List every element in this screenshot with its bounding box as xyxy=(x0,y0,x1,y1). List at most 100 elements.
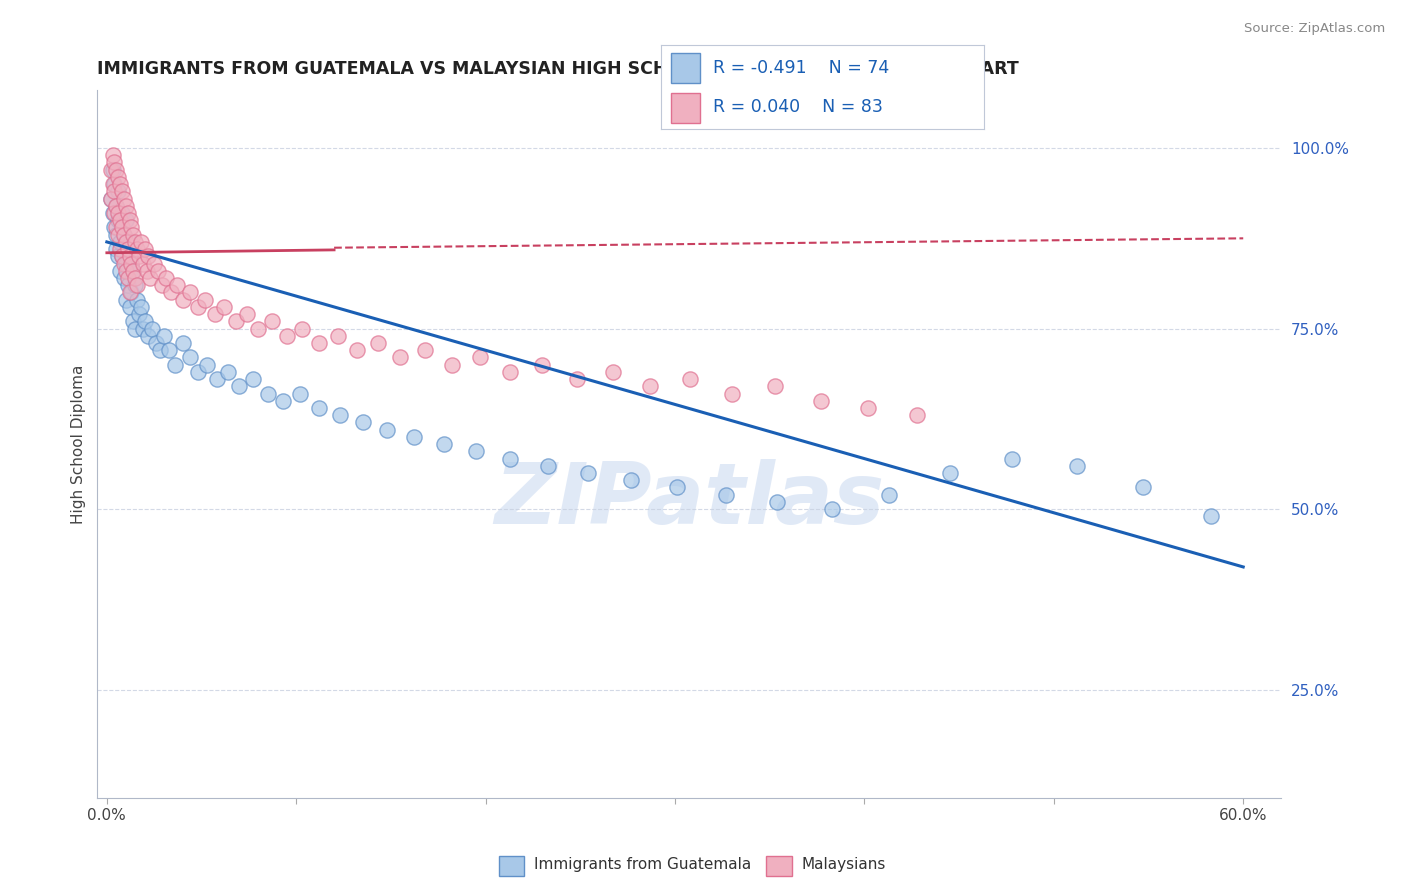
Point xyxy=(120,257,142,271)
Point xyxy=(143,257,166,271)
Point xyxy=(236,307,259,321)
Point xyxy=(1199,509,1222,524)
Point xyxy=(108,177,131,191)
Point xyxy=(117,242,139,256)
Point xyxy=(150,278,173,293)
Point xyxy=(938,466,960,480)
Point xyxy=(103,155,125,169)
Point xyxy=(346,343,368,358)
Point xyxy=(122,264,145,278)
Point xyxy=(433,437,456,451)
Point xyxy=(134,242,156,256)
Point xyxy=(105,242,128,256)
Point xyxy=(101,162,124,177)
Point xyxy=(179,285,201,300)
Y-axis label: High School Diploma: High School Diploma xyxy=(72,365,86,524)
Point xyxy=(114,199,136,213)
Point xyxy=(329,409,352,423)
Point xyxy=(157,343,180,358)
Point xyxy=(714,488,737,502)
Point xyxy=(375,423,398,437)
Point xyxy=(105,162,128,177)
Point xyxy=(413,343,436,358)
Point xyxy=(565,372,588,386)
Point xyxy=(1132,481,1154,495)
Point xyxy=(146,264,169,278)
Point xyxy=(138,249,160,263)
Point xyxy=(212,300,235,314)
Point xyxy=(179,351,201,365)
Point xyxy=(103,177,125,191)
Point xyxy=(112,271,135,285)
Point xyxy=(288,386,311,401)
Point xyxy=(118,300,141,314)
Point xyxy=(100,192,122,206)
Point xyxy=(127,242,149,256)
Point xyxy=(101,177,124,191)
Text: IMMIGRANTS FROM GUATEMALA VS MALAYSIAN HIGH SCHOOL DIPLOMA CORRELATION CHART: IMMIGRANTS FROM GUATEMALA VS MALAYSIAN H… xyxy=(97,60,1019,78)
Point xyxy=(308,336,330,351)
Point xyxy=(117,242,139,256)
Point xyxy=(107,206,129,220)
Point xyxy=(276,328,298,343)
Point xyxy=(205,372,228,386)
Text: Malaysians: Malaysians xyxy=(801,857,886,872)
Point xyxy=(111,185,134,199)
Point xyxy=(114,235,136,249)
Point xyxy=(107,185,129,199)
Point xyxy=(531,358,554,372)
Point xyxy=(124,321,146,335)
Point xyxy=(112,227,135,242)
Point xyxy=(120,257,142,271)
Point xyxy=(260,314,283,328)
Point xyxy=(877,488,900,502)
Point xyxy=(105,220,128,235)
Point xyxy=(112,227,135,242)
FancyBboxPatch shape xyxy=(671,93,700,122)
Point xyxy=(117,271,139,285)
Point xyxy=(602,365,624,379)
Point xyxy=(499,451,522,466)
Text: R = -0.491    N = 74: R = -0.491 N = 74 xyxy=(713,59,889,77)
Point xyxy=(103,220,125,235)
Point xyxy=(117,278,139,293)
Point xyxy=(766,495,789,509)
Point xyxy=(120,220,142,235)
Point xyxy=(127,278,149,293)
Point xyxy=(149,343,172,358)
Point xyxy=(187,365,209,379)
Point xyxy=(576,466,599,480)
Point xyxy=(118,235,141,249)
Point xyxy=(256,386,278,401)
Point xyxy=(389,351,412,365)
Point xyxy=(132,257,155,271)
Point xyxy=(111,249,134,263)
Point xyxy=(160,285,183,300)
Text: R = 0.040    N = 83: R = 0.040 N = 83 xyxy=(713,98,883,116)
Point xyxy=(810,393,832,408)
Point xyxy=(124,278,146,293)
Point xyxy=(105,227,128,242)
Point xyxy=(114,257,136,271)
Point xyxy=(108,235,131,249)
Point xyxy=(228,379,250,393)
Point xyxy=(537,458,560,473)
Point xyxy=(112,257,135,271)
Point xyxy=(122,264,145,278)
Point xyxy=(352,416,374,430)
Point xyxy=(152,328,174,343)
Point xyxy=(172,293,194,307)
Point xyxy=(367,336,389,351)
Point xyxy=(1066,458,1088,473)
Point xyxy=(499,365,522,379)
Point xyxy=(187,300,209,314)
Point xyxy=(122,314,145,328)
Point xyxy=(620,473,643,487)
Point xyxy=(127,293,149,307)
Point xyxy=(217,365,239,379)
Point xyxy=(117,206,139,220)
Point xyxy=(907,409,929,423)
Point xyxy=(132,321,155,335)
Point xyxy=(172,336,194,351)
Point xyxy=(166,278,188,293)
